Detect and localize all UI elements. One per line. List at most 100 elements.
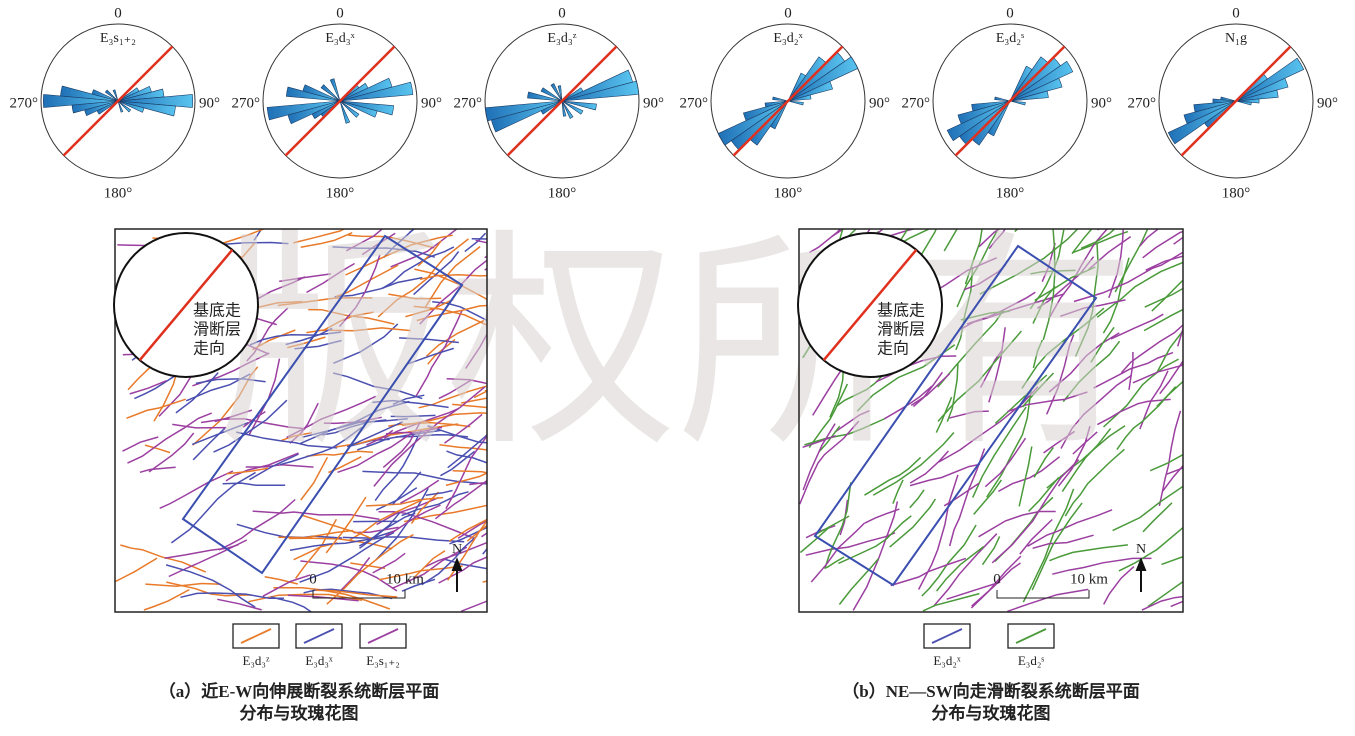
fault-trace xyxy=(910,490,924,508)
fault-trace xyxy=(149,433,194,472)
axis-east: 90° xyxy=(421,95,442,111)
axis-south: 180° xyxy=(548,185,577,201)
fault-trace xyxy=(923,594,979,611)
fault-trace xyxy=(1150,449,1192,470)
axis-south: 180° xyxy=(996,185,1025,201)
north-arrow xyxy=(1137,560,1145,592)
axis-north: 0 xyxy=(114,5,122,21)
fault-trace xyxy=(140,467,176,472)
axis-south: 180° xyxy=(774,185,803,201)
rose-label: E₃s₁₊₂ xyxy=(100,31,136,46)
axis-east: 90° xyxy=(1317,95,1338,111)
fault-trace xyxy=(1174,217,1204,245)
axis-north: 0 xyxy=(336,5,344,21)
fault-trace xyxy=(800,528,829,553)
fault-trace xyxy=(1167,442,1248,474)
axis-west: 270° xyxy=(10,95,39,111)
inset-text: 走向 xyxy=(193,340,225,358)
fault-trace xyxy=(1133,342,1221,383)
rose-label: E₃d₃ᶻ xyxy=(547,31,576,46)
fault-trace xyxy=(449,512,506,544)
fault-trace xyxy=(1145,279,1200,307)
inset-text: 基底走 xyxy=(193,302,241,320)
fault-trace xyxy=(482,487,561,537)
legend-label: E₃d₂ˣ xyxy=(933,653,961,668)
fault-trace xyxy=(115,558,157,582)
rose-label: E₃d₂ˣ xyxy=(773,31,803,46)
north-arrow xyxy=(453,560,461,592)
axis-north: 0 xyxy=(1006,5,1014,21)
inset-text: 走向 xyxy=(877,340,909,358)
axis-west: 270° xyxy=(232,95,261,111)
caption: （b）NE—SW向走滑断裂系统断层平面 xyxy=(842,681,1140,701)
fault-trace xyxy=(1119,522,1190,571)
north-label: N xyxy=(452,542,462,557)
fault-trace xyxy=(1023,489,1073,602)
fault-trace xyxy=(426,491,453,496)
rose-label: E₃d₂ˢ xyxy=(996,31,1024,46)
north-label: N xyxy=(1136,542,1146,557)
inset-text: 基底走 xyxy=(877,302,925,320)
caption: 分布与玫瑰花图 xyxy=(932,703,1051,723)
fault-trace xyxy=(1049,545,1128,561)
fault-trace xyxy=(483,465,528,554)
axis-north: 0 xyxy=(784,5,792,21)
fault-trace xyxy=(1140,215,1180,246)
fault-trace xyxy=(1028,510,1113,547)
caption: 分布与玫瑰花图 xyxy=(240,703,359,723)
axis-east: 90° xyxy=(643,95,664,111)
fault-trace xyxy=(1143,220,1227,258)
fault-trace xyxy=(127,399,186,418)
rose-label: N₁g xyxy=(1225,31,1247,46)
fault-trace xyxy=(979,512,1056,537)
axis-west: 270° xyxy=(902,95,931,111)
axis-south: 180° xyxy=(1222,185,1251,201)
fault-trace xyxy=(315,590,397,597)
fault-trace xyxy=(144,590,190,610)
fault-trace xyxy=(120,545,206,572)
fault-trace xyxy=(1033,535,1094,548)
axis-west: 270° xyxy=(680,95,709,111)
fault-trace xyxy=(1152,269,1195,311)
inset-text: 滑断层 xyxy=(877,321,925,339)
axis-north: 0 xyxy=(1232,5,1240,21)
fault-trace xyxy=(922,525,976,596)
fault-trace xyxy=(373,553,406,573)
axis-south: 180° xyxy=(104,185,133,201)
legend-label: E₃d₃ˣ xyxy=(305,653,333,668)
caption: （a）近E-W向伸展断裂系统断层平面 xyxy=(159,681,440,701)
scale-end: 10 km xyxy=(386,571,424,587)
fault-trace xyxy=(1157,353,1222,407)
legend-label: E₃s₁₊₂ xyxy=(366,653,399,668)
fault-trace xyxy=(223,483,286,485)
axis-east: 90° xyxy=(199,95,220,111)
fault-trace xyxy=(1143,503,1172,532)
axis-east: 90° xyxy=(869,95,890,111)
fault-trace xyxy=(176,373,218,413)
axis-east: 90° xyxy=(1091,95,1112,111)
fault-trace xyxy=(237,524,342,538)
figure: E₃s₁₊₂ 0 180° 270° 90° E₃d₃ˣ 0 180° 270° 90° E₃d₃ᶻ… xyxy=(0,0,1355,736)
fault-trace xyxy=(449,489,537,542)
scale-end: 10 km xyxy=(1070,571,1108,587)
axis-west: 270° xyxy=(1128,95,1157,111)
scale-start: 0 xyxy=(993,571,1001,587)
fault-trace xyxy=(1162,533,1236,564)
axis-north: 0 xyxy=(558,5,566,21)
fault-trace xyxy=(458,498,544,538)
fault-trace xyxy=(1163,429,1215,491)
fault-trace xyxy=(145,584,221,587)
fault-trace xyxy=(128,413,212,463)
fault-trace xyxy=(169,540,247,577)
fault-trace xyxy=(1007,589,1088,611)
fault-trace xyxy=(165,545,239,559)
fault-trace xyxy=(839,559,878,605)
legend-label: E₃d₂ˢ xyxy=(1018,653,1045,668)
inset-text: 滑断层 xyxy=(193,321,241,339)
rose-label: E₃d₃ˣ xyxy=(325,31,355,46)
rose-diagrams: E₃s₁₊₂ 0 180° 270° 90° E₃d₃ˣ 0 180° 270° 90° E₃d₃ᶻ… xyxy=(10,5,1339,201)
axis-south: 180° xyxy=(326,185,355,201)
fault-trace xyxy=(1148,558,1222,607)
legend-label: E₃d₃ᶻ xyxy=(242,653,270,668)
scale-start: 0 xyxy=(309,571,317,587)
